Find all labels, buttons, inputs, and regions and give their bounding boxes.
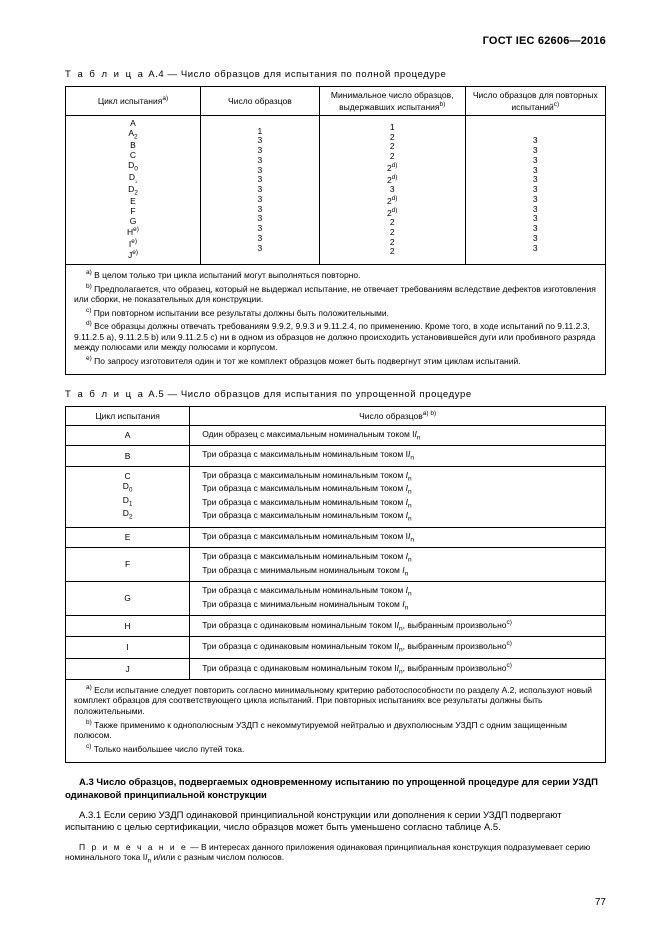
table-a5-footnotes: a) Если испытание следует повторить согл…: [65, 680, 606, 763]
a5-header-cycle: Цикл испытания: [66, 407, 190, 425]
table-row: BТри образца с максимальным номинальным …: [66, 446, 606, 466]
a4-fn-d: Все образцы должны отвечать требованиям …: [74, 321, 595, 352]
table-a4-footnotes: a) В целом только три цикла испытаний мо…: [65, 265, 606, 375]
a5-fn-b: Также применимо к однополюсным УЗДП с не…: [74, 719, 567, 740]
a4-header-count: Число образцов: [201, 87, 320, 116]
caption-num: А.4 —: [148, 69, 181, 80]
a4-header-min: Минимальное число образцов, выдержавших …: [319, 87, 465, 116]
table-a4: Цикл испытанияa) Число образцов Минималь…: [65, 86, 606, 265]
caption-word: Т а б л и ц а: [65, 389, 145, 400]
note-tail: и/или с разным числом полюсов.: [151, 852, 284, 862]
a4-fn-c: При повторном испытании все результаты д…: [94, 307, 389, 317]
table-row: GТри образца с максимальным номинальным …: [66, 582, 606, 616]
a4-header-cycle: Цикл испытанияa): [66, 87, 201, 116]
a4-fn-b: Предполагается, что образец, который не …: [74, 283, 596, 304]
a5-fn-a: Если испытание следует повторить согласн…: [74, 685, 592, 716]
table-row: CD0D1D2Три образца с максимальным номина…: [66, 466, 606, 527]
table-a5: Цикл испытания Число образцовa) b) AОдин…: [65, 406, 606, 680]
standard-header: ГОСТ IEC 62606—2016: [65, 35, 606, 47]
caption-num: А.5 —: [148, 389, 181, 400]
table-row: AA2BCD0D₁D2EFGHe)Ie)Je)13333333333331222…: [66, 116, 606, 265]
table-row: JТри образца с одинаковым номинальным то…: [66, 658, 606, 679]
section-a3-para: А.3.1 Если серию УЗДП одинаковой принцип…: [65, 810, 606, 834]
table-row: IТри образца с одинаковым номинальным то…: [66, 637, 606, 658]
table-row: HТри образца с одинаковым номинальным то…: [66, 616, 606, 637]
caption-word: Т а б л и ц а: [65, 69, 145, 80]
a4-fn-a: В целом только три цикла испытаний могут…: [94, 270, 360, 280]
table-row: FТри образца с максимальным номинальным …: [66, 548, 606, 582]
a4-fn-e: По запросу изготовителя один и тот же ко…: [94, 356, 520, 366]
table-row: EТри образца с максимальным номинальным …: [66, 527, 606, 547]
table-a5-caption: Т а б л и ц а А.5 — Число образцов для и…: [65, 389, 606, 400]
caption-text: Число образцов для испытания по полной п…: [181, 69, 447, 80]
page-number: 77: [595, 897, 606, 908]
table-a4-caption: Т а б л и ц а А.4 — Число образцов для и…: [65, 69, 606, 80]
note-word: П р и м е ч а н и е: [79, 842, 188, 852]
section-a3-title: А.3 Число образцов, подвергаемых одновре…: [65, 777, 606, 802]
a5-fn-c: Только наибольшее число путей тока.: [94, 744, 245, 754]
a5-header-count: Число образцовa) b): [190, 407, 606, 425]
table-row: AОдин образец с максимальным номинальным…: [66, 425, 606, 445]
a4-header-repeat: Число образцов для повторных испытанийc): [465, 87, 605, 116]
section-a3-note: П р и м е ч а н и е — В интересах данног…: [65, 842, 606, 866]
caption-text: Число образцов для испытания по упрощенн…: [181, 389, 472, 400]
